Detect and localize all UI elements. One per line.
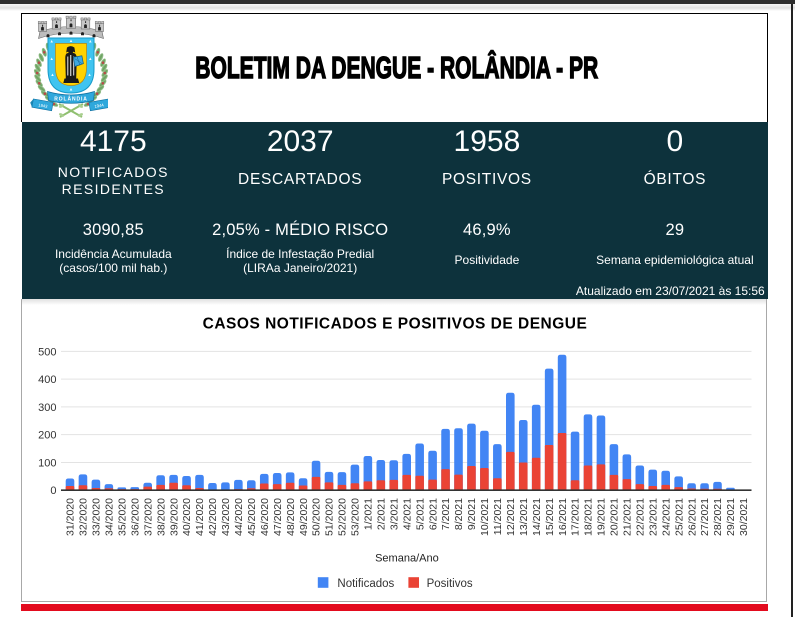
svg-text:41/2020: 41/2020 xyxy=(194,497,206,535)
svg-text:45/2020: 45/2020 xyxy=(246,497,258,535)
svg-text:13/2021: 13/2021 xyxy=(518,497,530,535)
svg-text:11/2021: 11/2021 xyxy=(492,497,504,534)
svg-text:500: 500 xyxy=(38,346,56,358)
svg-text:43/2020: 43/2020 xyxy=(220,497,232,535)
svg-text:20/2021: 20/2021 xyxy=(609,497,621,535)
svg-text:21/2021: 21/2021 xyxy=(622,497,634,535)
svg-text:29/2021: 29/2021 xyxy=(725,497,737,535)
svg-text:1/2021: 1/2021 xyxy=(363,497,375,529)
svg-text:34/2020: 34/2020 xyxy=(104,497,116,535)
svg-text:6/2021: 6/2021 xyxy=(427,497,439,529)
svg-text:33/2020: 33/2020 xyxy=(91,497,103,535)
svg-text:48/2020: 48/2020 xyxy=(285,497,297,535)
svg-text:27/2021: 27/2021 xyxy=(699,497,711,535)
svg-text:39/2020: 39/2020 xyxy=(168,497,180,535)
svg-text:36/2020: 36/2020 xyxy=(129,497,141,535)
svg-text:37/2020: 37/2020 xyxy=(142,497,154,535)
svg-text:5/2021: 5/2021 xyxy=(414,497,426,529)
svg-text:50/2020: 50/2020 xyxy=(311,497,323,535)
svg-text:14/2021: 14/2021 xyxy=(531,497,543,535)
svg-text:200: 200 xyxy=(38,429,56,441)
svg-text:25/2021: 25/2021 xyxy=(673,497,685,535)
svg-text:19/2021: 19/2021 xyxy=(596,497,608,535)
svg-text:7/2021: 7/2021 xyxy=(440,497,452,529)
svg-text:12/2021: 12/2021 xyxy=(505,497,517,535)
svg-text:31/2020: 31/2020 xyxy=(65,497,77,535)
svg-text:300: 300 xyxy=(38,401,56,413)
svg-text:18/2021: 18/2021 xyxy=(583,497,595,535)
svg-text:53/2020: 53/2020 xyxy=(350,497,362,535)
svg-text:52/2020: 52/2020 xyxy=(337,497,349,535)
svg-text:3/2021: 3/2021 xyxy=(388,497,400,529)
svg-text:35/2020: 35/2020 xyxy=(117,497,129,535)
svg-text:28/2021: 28/2021 xyxy=(712,497,724,535)
svg-text:10/2021: 10/2021 xyxy=(479,497,491,535)
svg-text:16/2021: 16/2021 xyxy=(557,497,569,535)
svg-text:40/2020: 40/2020 xyxy=(181,497,193,535)
svg-text:42/2020: 42/2020 xyxy=(207,497,219,535)
svg-text:23/2021: 23/2021 xyxy=(647,497,659,535)
svg-text:1944: 1944 xyxy=(94,102,105,109)
svg-text:100: 100 xyxy=(38,457,56,469)
svg-text:51/2020: 51/2020 xyxy=(324,497,336,535)
svg-text:30/2021: 30/2021 xyxy=(738,497,750,535)
svg-text:Semana/Ano: Semana/Ano xyxy=(375,552,439,564)
svg-text:46/2020: 46/2020 xyxy=(259,497,271,535)
svg-text:44/2020: 44/2020 xyxy=(233,497,245,535)
svg-text:15/2021: 15/2021 xyxy=(544,497,556,535)
svg-text:CASOS NOTIFICADOS E POSITIVOS: CASOS NOTIFICADOS E POSITIVOS DE DENGUE xyxy=(203,315,588,332)
svg-text:32/2020: 32/2020 xyxy=(78,497,90,535)
svg-text:47/2020: 47/2020 xyxy=(272,497,284,535)
svg-text:24/2021: 24/2021 xyxy=(660,497,672,535)
svg-text:1943: 1943 xyxy=(38,102,49,109)
svg-text:38/2020: 38/2020 xyxy=(155,497,167,535)
svg-text:4/2021: 4/2021 xyxy=(401,497,413,529)
svg-text:ROLÂNDIA: ROLÂNDIA xyxy=(54,95,88,102)
svg-text:49/2020: 49/2020 xyxy=(298,497,310,535)
svg-text:2/2021: 2/2021 xyxy=(376,497,388,529)
svg-text:22/2021: 22/2021 xyxy=(635,497,647,535)
svg-text:Positivos: Positivos xyxy=(427,578,473,590)
svg-text:8/2021: 8/2021 xyxy=(453,497,465,529)
svg-text:26/2021: 26/2021 xyxy=(686,497,698,535)
svg-text:400: 400 xyxy=(38,374,56,386)
svg-text:Notificados: Notificados xyxy=(337,578,394,590)
svg-text:17/2021: 17/2021 xyxy=(570,497,582,535)
svg-text:0: 0 xyxy=(50,485,56,497)
svg-text:9/2021: 9/2021 xyxy=(466,497,478,529)
